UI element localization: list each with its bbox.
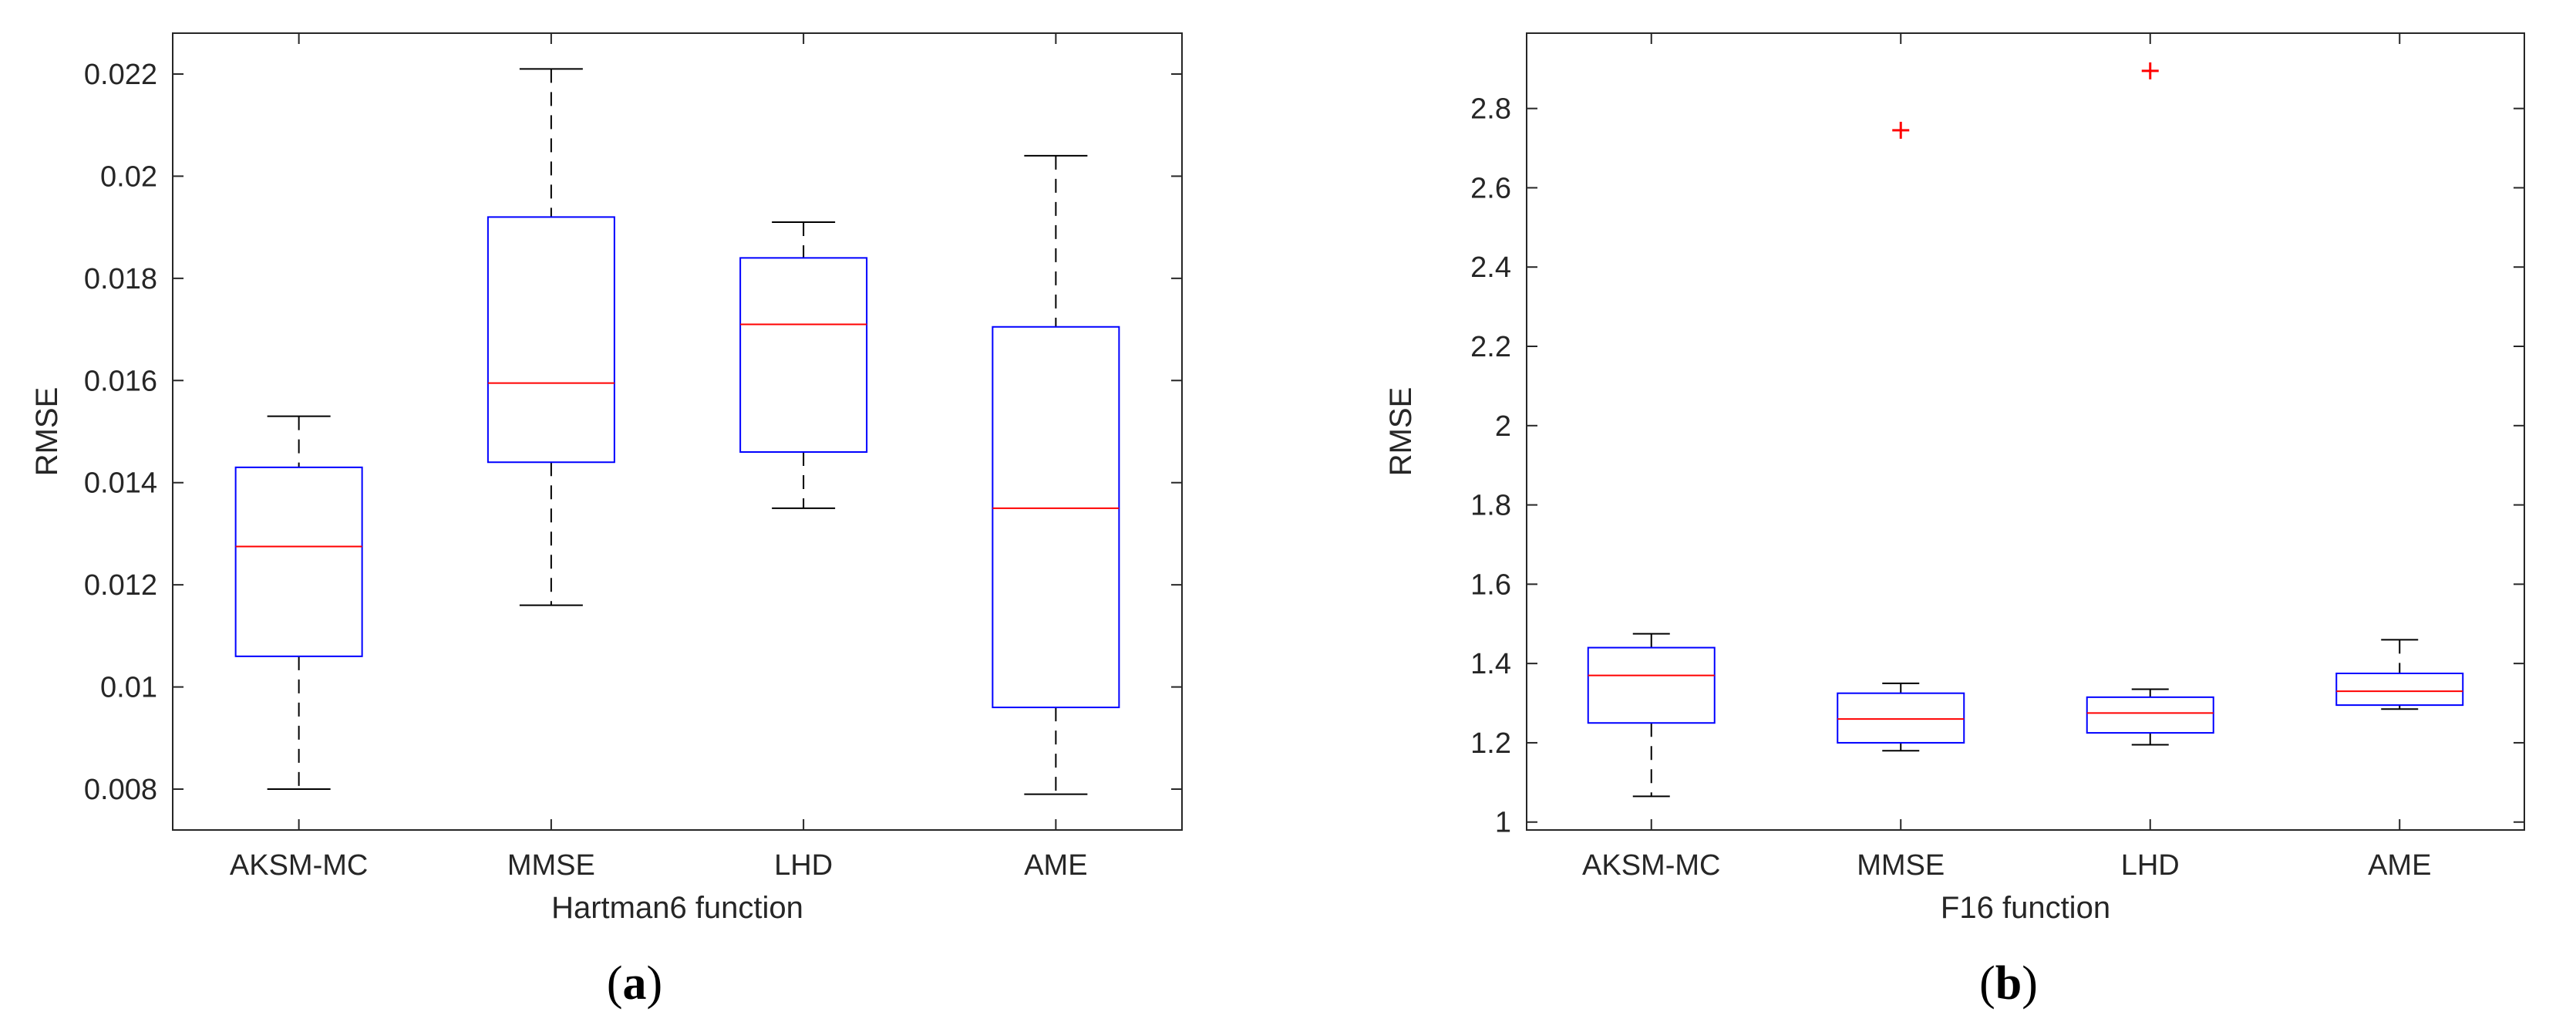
y-tick-label: 0.02: [100, 160, 157, 193]
y-tick-label: 1.6: [1470, 568, 1511, 601]
y-tick-label: 0.016: [84, 365, 157, 397]
y-tick-label: 1.4: [1470, 648, 1511, 680]
outlier-marker: [1892, 121, 1910, 139]
y-tick-label: 0.01: [100, 672, 157, 704]
x-tick-label: MMSE: [1857, 849, 1945, 882]
box-ame: [992, 154, 1120, 795]
x-tick-label: AKSM-MC: [1582, 849, 1720, 882]
x-axis-label: Hartman6 function: [551, 891, 803, 925]
iqr-box: [992, 326, 1120, 709]
y-tick-label: 0.008: [84, 774, 157, 806]
axes-frame: [1526, 32, 2525, 831]
box-aksm-mc: [234, 415, 363, 791]
iqr-box: [1837, 692, 1965, 744]
y-tick-label: 2.6: [1470, 172, 1511, 204]
y-tick-label: 2.8: [1470, 93, 1511, 126]
box-lhd: [739, 221, 868, 509]
iqr-box: [739, 257, 868, 453]
y-tick-label: 0.018: [84, 263, 157, 295]
box-lhd: [2086, 62, 2214, 746]
y-tick-label: 1.8: [1470, 490, 1511, 522]
x-tick-label: MMSE: [507, 849, 595, 882]
y-tick-label: 1: [1495, 807, 1511, 839]
x-tick-label: LHD: [774, 849, 833, 882]
y-tick-label: 2: [1495, 410, 1511, 443]
iqr-box: [1587, 646, 1716, 724]
box-ame: [2335, 639, 2464, 710]
y-axis-label: RMSE: [30, 387, 64, 477]
axes-frame: [172, 32, 1183, 831]
box-mmse: [487, 68, 615, 606]
x-tick-label: AME: [1024, 849, 1087, 882]
iqr-box: [234, 466, 363, 657]
outlier-marker: [2141, 62, 2159, 79]
y-tick-label: 2.4: [1470, 251, 1511, 284]
y-tick-label: 0.012: [84, 569, 157, 602]
x-tick-label: AKSM-MC: [230, 849, 368, 882]
iqr-box: [487, 216, 615, 464]
panel-b-caption: (b): [1979, 957, 2038, 1010]
y-tick-label: 1.2: [1470, 727, 1511, 760]
iqr-box: [2086, 696, 2214, 734]
y-tick-label: 2.2: [1470, 331, 1511, 363]
x-axis-label: F16 function: [1941, 891, 2110, 925]
y-axis-label: RMSE: [1384, 387, 1418, 477]
panel-a-hartman6: 0.008 0.01 0.012 0.014 0.016 0.018 0.02 0.022 AK…: [30, 32, 1183, 925]
y-tick-label: 0.014: [84, 467, 157, 500]
box-aksm-mc: [1587, 633, 1716, 798]
panel-b-f16: 1 1.2 1.4 1.6 1.8 2 2.2 2.4 2.6 2.8 AKSM-MC MMSE LHD…: [1384, 32, 2525, 925]
x-tick-label: LHD: [2121, 849, 2180, 882]
iqr-box: [2335, 672, 2464, 707]
box-mmse: [1837, 121, 1965, 752]
panel-a-caption: (a): [607, 957, 662, 1010]
x-tick-label: AME: [2368, 849, 2431, 882]
y-tick-label: 0.022: [84, 59, 157, 91]
